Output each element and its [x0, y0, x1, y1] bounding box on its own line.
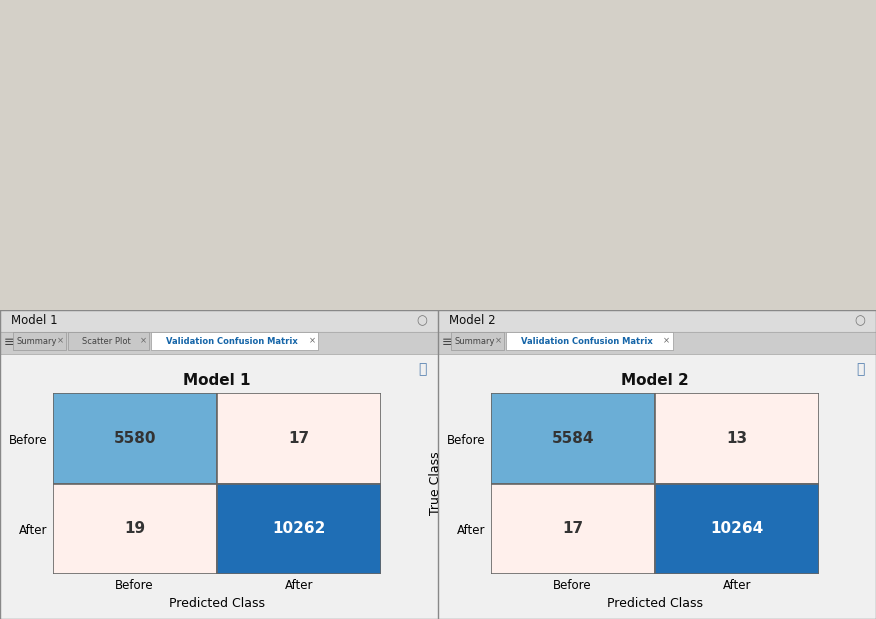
Bar — [655, 483, 819, 574]
Text: Summary: Summary — [17, 337, 57, 345]
Bar — [217, 394, 381, 483]
Text: Validation Confusion Matrix: Validation Confusion Matrix — [166, 337, 298, 345]
Text: Model 2: Model 2 — [449, 314, 496, 327]
Text: 10262: 10262 — [272, 521, 326, 536]
Title: Model 2: Model 2 — [621, 373, 689, 388]
Bar — [53, 483, 217, 574]
Text: Model 1: Model 1 — [11, 314, 58, 327]
Text: Scatter Plot: Scatter Plot — [81, 337, 131, 345]
Text: Summary: Summary — [455, 337, 495, 345]
Bar — [451, 332, 504, 350]
Text: ×: × — [140, 337, 146, 345]
Text: 5580: 5580 — [113, 431, 156, 446]
Text: ×: × — [663, 337, 670, 345]
Text: ⧉: ⧉ — [857, 362, 865, 376]
Text: 17: 17 — [562, 521, 583, 536]
Bar — [655, 394, 819, 483]
Y-axis label: True Class: True Class — [428, 452, 442, 516]
Text: ○: ○ — [416, 314, 427, 327]
Bar — [491, 483, 655, 574]
Bar — [438, 310, 876, 332]
Text: 10264: 10264 — [710, 521, 764, 536]
Text: 13: 13 — [726, 431, 747, 446]
Text: ×: × — [57, 337, 63, 345]
Bar — [68, 332, 149, 350]
Text: ×: × — [308, 337, 315, 345]
Text: ○: ○ — [854, 314, 865, 327]
X-axis label: Predicted Class: Predicted Class — [169, 597, 265, 610]
Text: 19: 19 — [124, 521, 145, 536]
Bar — [438, 332, 876, 353]
Bar — [53, 394, 217, 483]
Bar — [0, 310, 438, 332]
Text: ≡: ≡ — [442, 336, 452, 349]
Bar — [13, 332, 66, 350]
Bar — [505, 332, 673, 350]
Text: Validation Confusion Matrix: Validation Confusion Matrix — [521, 337, 653, 345]
Text: ≡: ≡ — [4, 336, 14, 349]
Bar — [0, 353, 438, 619]
Y-axis label: True Class: True Class — [0, 452, 4, 516]
Text: ⧉: ⧉ — [419, 362, 427, 376]
Bar — [151, 332, 318, 350]
Text: ×: × — [495, 337, 501, 345]
Title: Model 1: Model 1 — [183, 373, 251, 388]
X-axis label: Predicted Class: Predicted Class — [607, 597, 703, 610]
Bar — [491, 394, 655, 483]
Text: 17: 17 — [288, 431, 309, 446]
Bar — [438, 353, 876, 619]
Bar — [0, 332, 438, 353]
Bar — [217, 483, 381, 574]
Text: 5584: 5584 — [551, 431, 594, 446]
